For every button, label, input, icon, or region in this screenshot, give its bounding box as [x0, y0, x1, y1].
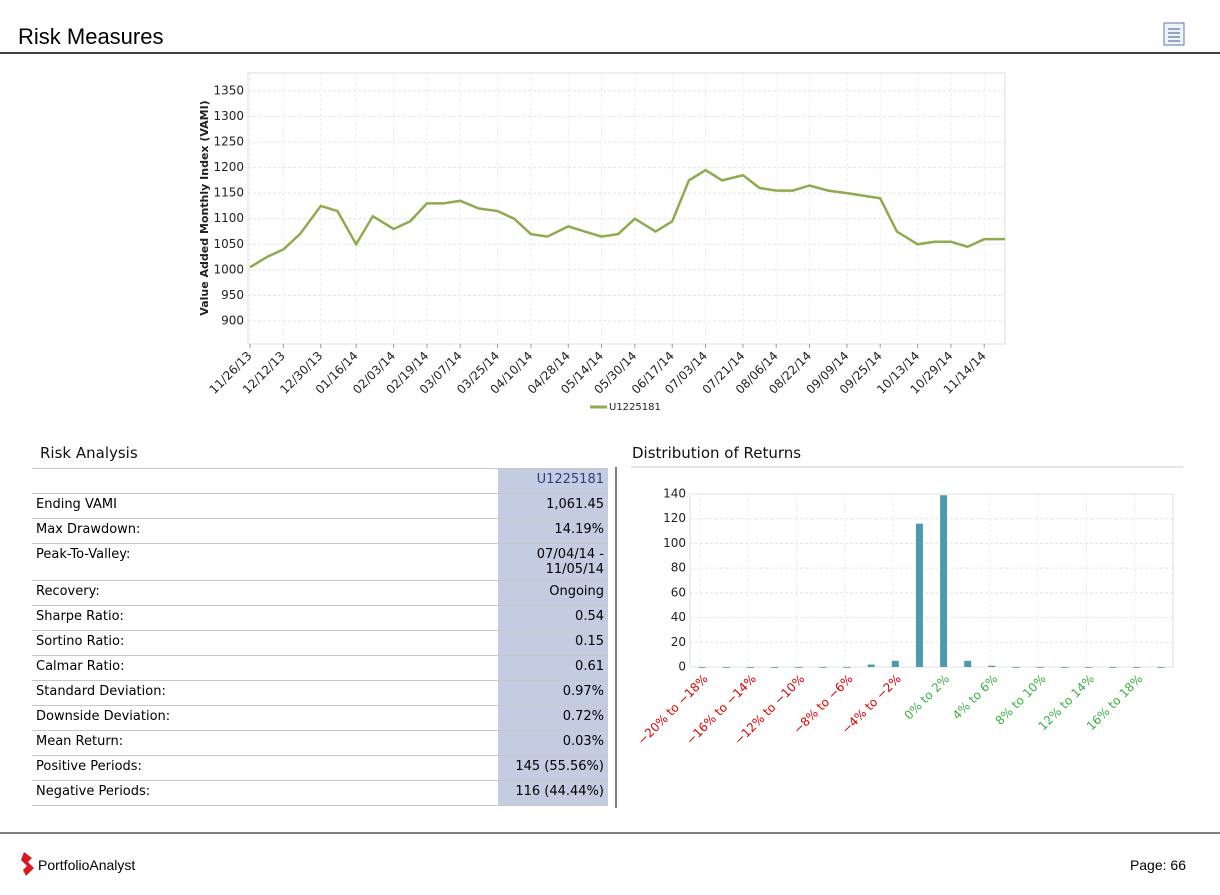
value-cell: 0.72% — [498, 705, 608, 731]
row: Calmar Ratio: 0.61 — [32, 655, 608, 681]
bar — [891, 660, 899, 667]
bar — [940, 495, 948, 667]
y-tick-label: 0 — [678, 660, 686, 674]
line — [249, 168, 1005, 269]
bar — [1060, 667, 1068, 668]
label-cell: Peak-To-Valley: — [32, 543, 498, 581]
y-tick-label: 1300 — [213, 109, 244, 123]
label-cell: Negative Periods: — [32, 780, 498, 806]
bar — [867, 664, 875, 667]
x-tick-label: 4% to 6% — [950, 672, 1001, 723]
header-row: U1225181 — [32, 468, 608, 494]
bar — [1133, 667, 1141, 668]
y-tick-label: 20 — [671, 635, 686, 649]
page-title: Risk Measures — [18, 24, 164, 49]
value-cell: 0.03% — [498, 730, 608, 756]
label-cell: Positive Periods: — [32, 755, 498, 781]
bar — [746, 667, 754, 668]
section-title: Distribution of Returns — [632, 444, 802, 462]
y-axis-title: Value Added Monthly Index (VAMI) — [198, 100, 211, 315]
bar — [843, 667, 851, 668]
bar — [1109, 667, 1117, 668]
value-cell: 1,061.45 — [498, 493, 608, 519]
value-cell: 0.61 — [498, 655, 608, 681]
bar — [722, 667, 730, 668]
row: Ending VAMI 1,061.45 — [32, 493, 608, 519]
bar — [771, 667, 779, 668]
risk-table: U1225181 Ending VAMI 1,061.45 Max Drawdown… — [32, 468, 608, 806]
value-cell: 07/04/14 - 11/05/14 — [498, 543, 608, 581]
row: Positive Periods: 145 (55.56%) — [32, 755, 608, 781]
y-tick-label: 1200 — [213, 160, 244, 174]
column-header: U1225181 — [498, 468, 608, 494]
row: Recovery: Ongoing — [32, 580, 608, 606]
legend-label: U1225181 — [609, 402, 661, 413]
y-tick-label: 1250 — [213, 135, 244, 149]
row: Peak-To-Valley: 07/04/14 - 11/05/14 — [32, 543, 608, 581]
y-tick-label: 1100 — [213, 211, 244, 225]
report-icon[interactable] — [1163, 22, 1185, 46]
row: Negative Periods: 116 (44.44%) — [32, 780, 608, 806]
label-cell: Sortino Ratio: — [32, 630, 498, 656]
logo — [21, 852, 34, 876]
y-tick-label: 60 — [671, 585, 686, 599]
value-cell: 0.15 — [498, 630, 608, 656]
value-cell: Ongoing — [498, 580, 608, 606]
label-cell: Sharpe Ratio: — [32, 605, 498, 631]
label-cell: Max Drawdown: — [32, 518, 498, 544]
row: Sharpe Ratio: 0.54 — [32, 605, 608, 631]
y-tick-label: 1350 — [213, 83, 244, 97]
y-tick-label: 900 — [221, 313, 244, 327]
value-cell: 116 (44.44%) — [498, 780, 608, 806]
value-cell: 0.97% — [498, 680, 608, 706]
bar — [1012, 667, 1020, 668]
label-cell: Standard Deviation: — [32, 680, 498, 706]
row: Max Drawdown: 14.19% — [32, 518, 608, 544]
label-cell: Calmar Ratio: — [32, 655, 498, 681]
bar — [698, 667, 706, 668]
row: Mean Return: 0.03% — [32, 730, 608, 756]
bar — [964, 660, 972, 667]
bar — [1084, 667, 1092, 668]
row: Standard Deviation: 0.97% — [32, 680, 608, 706]
page-number: Page: 66 — [1129, 857, 1186, 873]
row: Sortino Ratio: 0.15 — [32, 630, 608, 656]
section-title: Risk Analysis — [40, 444, 138, 462]
value-cell: 145 (55.56%) — [498, 755, 608, 781]
label-cell: Recovery: — [32, 580, 498, 606]
bar — [988, 665, 996, 667]
y-tick-label: 1050 — [213, 237, 244, 251]
label-cell: Ending VAMI — [32, 493, 498, 519]
y-tick-label: 120 — [663, 511, 686, 525]
x-tick-label: 0% to 2% — [901, 672, 952, 723]
y-tick-label: 80 — [671, 561, 686, 575]
y-tick-label: 1000 — [213, 262, 244, 276]
bar — [819, 667, 827, 668]
label-cell: Downside Deviation: — [32, 705, 498, 731]
plot-frame — [247, 72, 1006, 345]
label-cell: Mean Return: — [32, 730, 498, 756]
brand: PortfolioAnalyst — [38, 857, 136, 873]
y-tick-label: 40 — [671, 610, 686, 624]
y-tick-label: 1150 — [213, 186, 244, 200]
y-tick-label: 100 — [663, 536, 686, 550]
bar — [795, 667, 803, 668]
y-tick-label: 950 — [221, 288, 244, 302]
cell — [32, 468, 498, 494]
value-cell: 0.54 — [498, 605, 608, 631]
bar — [1157, 667, 1165, 668]
row: Downside Deviation: 0.72% — [32, 705, 608, 731]
value-cell: 14.19% — [498, 518, 608, 544]
y-tick-label: 140 — [663, 487, 686, 501]
plot-frame — [689, 493, 1174, 668]
icon-frame[interactable] — [1163, 22, 1185, 46]
icon-lines[interactable] — [1168, 28, 1180, 42]
bar — [915, 523, 923, 667]
bar — [1036, 667, 1044, 668]
